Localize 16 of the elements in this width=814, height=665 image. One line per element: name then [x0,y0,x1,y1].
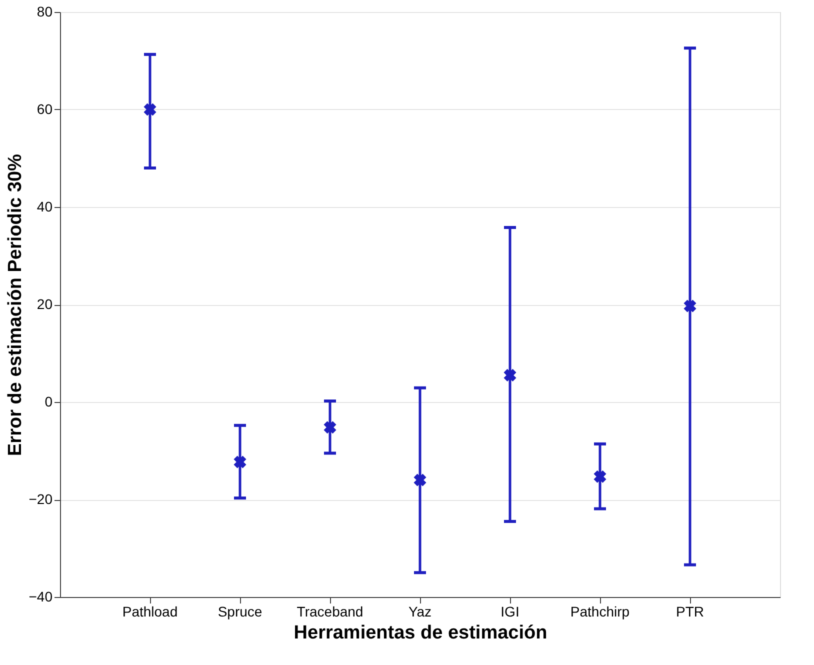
x-tick-label: Pathchirp [570,604,630,620]
y-tick-label: −20 [28,491,53,507]
y-tick-label: 0 [44,394,53,410]
x-tick-label: IGI [500,604,520,620]
x-tick-label: PTR [676,604,704,620]
x-tick-label: Pathload [122,604,178,620]
x-tick-label: Yaz [408,604,432,620]
y-tick-label: 80 [36,4,53,20]
y-tick-label: 20 [36,296,53,312]
y-tick-label: 40 [36,198,53,214]
y-tick-label: 60 [36,101,53,117]
x-tick-label: Spruce [218,604,262,620]
x-axis-title: Herramientas de estimación [294,622,548,644]
x-tick-label: Traceband [296,604,364,620]
y-tick-label: −40 [28,588,53,604]
y-axis-title: Error de estimación Periodic 30% [4,154,26,456]
